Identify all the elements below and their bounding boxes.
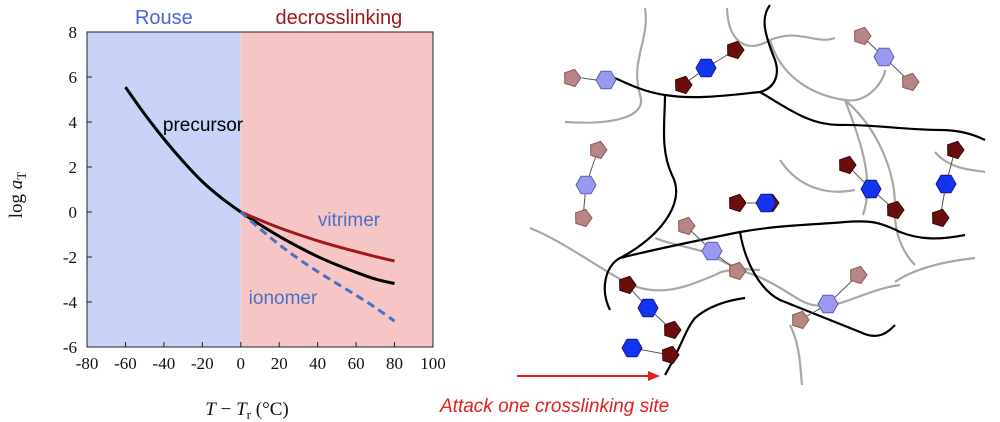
- pentagon-pale-red: [850, 265, 868, 285]
- x-tick-label: 40: [309, 354, 326, 373]
- y-tick-label: 0: [69, 203, 78, 222]
- hexagon-blue: [637, 298, 659, 318]
- grey-polymer-chains: [529, 7, 986, 386]
- hexagon-blue: [621, 338, 643, 358]
- hexagon-blue: [695, 58, 717, 78]
- x-tick-label: 20: [271, 354, 288, 373]
- region-label-decrosslinking: decrosslinking: [276, 7, 403, 29]
- pentagon-dark-red: [727, 40, 745, 60]
- y-tick-label: -2: [63, 248, 77, 267]
- arrow-caption: Attack one crosslinking site: [439, 396, 669, 417]
- hexagon-pale-blue: [575, 175, 597, 195]
- pentagon-pale-red: [902, 72, 920, 92]
- series-line-ionomer: [239, 210, 396, 323]
- log-aT-chart: Rouse decrosslinking precursor vitrimer ion…: [6, 7, 446, 422]
- plot-frame: [86, 31, 434, 348]
- hexagon-pale-blue: [595, 70, 617, 90]
- pentagon-dark-red: [932, 208, 950, 228]
- x-tick-label: 0: [237, 354, 246, 373]
- pentagon-dark-red: [729, 193, 747, 213]
- series-line-vitrimer: [240, 210, 395, 263]
- x-tick-label: 100: [420, 354, 446, 373]
- y-tick-label: 4: [69, 113, 78, 132]
- pentagon-dark-red: [664, 320, 682, 340]
- region-rouse-band: [87, 32, 241, 347]
- hexagon-pale-blue: [701, 241, 723, 261]
- vitrimer-network-diagram: Attack one crosslinking site: [439, 4, 986, 417]
- hexagon-blue: [755, 193, 777, 213]
- hexagon-blue: [860, 179, 882, 199]
- pentagon-pale-red: [854, 26, 872, 46]
- series-label-precursor: precursor: [163, 115, 244, 136]
- pentagon-pale-red: [590, 140, 608, 160]
- attack-arrow: [517, 371, 660, 381]
- pentagon-dark-red: [887, 200, 905, 220]
- y-tick-label: 6: [69, 68, 78, 87]
- y-axis-title: log aT: [6, 172, 29, 219]
- pentagon-pale-red: [575, 208, 593, 228]
- pentagon-dark-red: [662, 345, 680, 365]
- pentagon-dark-red: [839, 155, 857, 175]
- y-tick-label: -6: [63, 338, 77, 357]
- hexagon-blue: [935, 174, 957, 194]
- y-tick-label: 2: [69, 158, 78, 177]
- x-tick-label: 60: [348, 354, 365, 373]
- y-tick-label: -4: [63, 293, 78, 312]
- series-label-ionomer: ionomer: [249, 288, 318, 309]
- pentagon-dark-red: [675, 75, 693, 95]
- region-decrosslinking-band: [240, 32, 433, 347]
- pentagon-pale-red: [729, 261, 747, 281]
- pentagon-pale-red: [564, 68, 582, 88]
- y-tick-label: 8: [69, 23, 78, 42]
- x-tick-label: -40: [153, 354, 176, 373]
- x-tick-label: 80: [386, 354, 403, 373]
- pentagon-dark-red: [619, 275, 637, 295]
- hexagon-pale-blue: [817, 294, 839, 314]
- dimer-bond: [581, 77, 597, 81]
- region-label-rouse: Rouse: [135, 7, 193, 29]
- pentagon-dark-red: [947, 140, 965, 160]
- pentagon-pale-red: [678, 216, 696, 236]
- x-axis-title: T − Tr (°C): [205, 399, 288, 422]
- series-line-precursor: [124, 86, 395, 286]
- x-tick-label: -80: [76, 354, 99, 373]
- series-label-vitrimer: vitrimer: [318, 210, 381, 231]
- x-tick-label: -60: [114, 354, 137, 373]
- pentagon-pale-red: [792, 310, 810, 330]
- x-tick-label: -20: [191, 354, 214, 373]
- hexagon-pale-blue: [873, 47, 895, 67]
